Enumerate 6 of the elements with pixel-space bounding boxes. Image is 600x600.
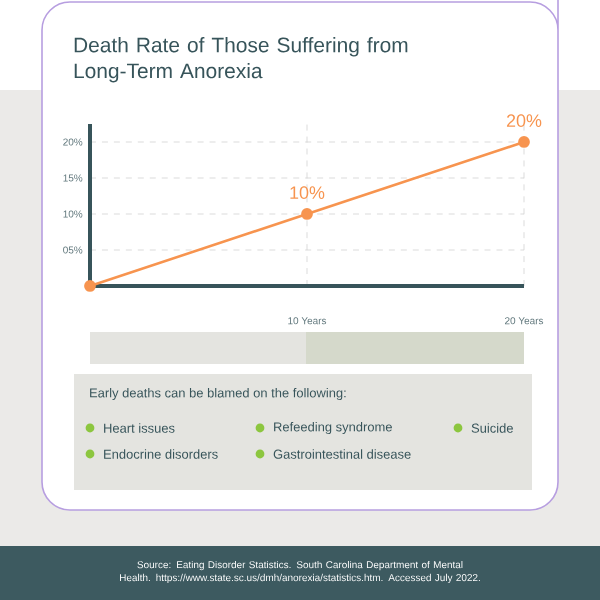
point (84, 280, 96, 292)
point (301, 208, 313, 220)
data-label: 20% (506, 114, 542, 127)
data-label: 10% (290, 186, 325, 199)
chart-title: Death Rate of Those Suffering from Long-Term Anorexia (74, 37, 408, 83)
point (518, 136, 530, 148)
